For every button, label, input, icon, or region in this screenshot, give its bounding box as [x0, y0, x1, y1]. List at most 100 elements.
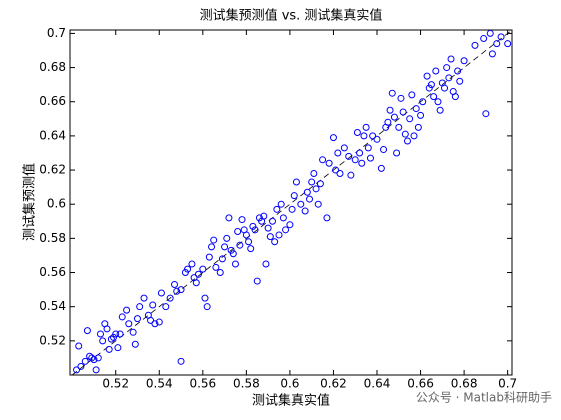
x-tick-label: 0.68	[451, 377, 478, 391]
point	[390, 113, 398, 121]
point	[504, 40, 512, 48]
point	[460, 57, 468, 65]
point	[264, 224, 272, 232]
point	[271, 238, 279, 246]
y-tick-label: 0.6	[47, 197, 66, 211]
plot-frame	[69, 29, 513, 376]
point	[157, 289, 165, 297]
point	[306, 195, 314, 203]
point	[301, 207, 309, 215]
point	[358, 159, 366, 167]
point	[77, 362, 85, 370]
point	[310, 169, 318, 177]
point	[356, 149, 364, 157]
point	[210, 236, 218, 244]
y-tick-label: 0.54	[39, 299, 66, 313]
point	[116, 330, 124, 338]
point	[81, 357, 89, 365]
x-tick-label: 0.66	[407, 377, 434, 391]
point	[303, 188, 311, 196]
point	[107, 335, 115, 343]
y-tick-label: 0.7	[47, 26, 66, 40]
point	[147, 316, 155, 324]
point	[227, 246, 235, 254]
y-tick-label: 0.58	[39, 231, 66, 245]
point	[430, 93, 438, 101]
point	[393, 149, 401, 157]
x-tick-label: 0.52	[102, 377, 129, 391]
point	[73, 366, 81, 374]
point	[105, 345, 113, 353]
point	[412, 105, 420, 113]
point	[425, 84, 433, 92]
point	[441, 84, 449, 92]
point	[434, 98, 442, 106]
point	[221, 243, 229, 251]
point	[314, 200, 322, 208]
point	[234, 228, 242, 236]
point	[123, 306, 131, 314]
point	[288, 205, 296, 213]
point	[262, 260, 270, 268]
point	[312, 185, 320, 193]
point	[129, 328, 137, 336]
point	[173, 287, 181, 295]
point	[251, 226, 259, 234]
point	[203, 303, 211, 311]
point	[432, 67, 440, 75]
point	[360, 132, 368, 140]
point	[155, 318, 163, 326]
point	[242, 231, 250, 239]
point	[140, 294, 148, 302]
x-tick-label: 0.7	[498, 377, 517, 391]
y-tick-label: 0.62	[39, 163, 66, 177]
point	[323, 214, 331, 222]
point	[218, 255, 226, 263]
y-tick-label: 0.68	[39, 60, 66, 74]
point	[384, 118, 392, 126]
point	[486, 29, 494, 37]
point	[456, 77, 464, 85]
point	[297, 200, 305, 208]
point	[395, 123, 403, 131]
x-tick-label: 0.62	[320, 377, 347, 391]
point	[482, 110, 490, 118]
point	[451, 93, 459, 101]
point	[347, 171, 355, 179]
reference-line	[71, 29, 513, 376]
point	[403, 137, 411, 145]
point	[253, 277, 261, 285]
point	[397, 94, 405, 102]
point	[308, 178, 316, 186]
point	[319, 156, 327, 164]
point	[447, 55, 455, 63]
point	[92, 366, 100, 374]
point	[325, 159, 333, 167]
point	[408, 91, 416, 99]
point	[292, 178, 300, 186]
point	[445, 74, 453, 82]
y-tick-label: 0.64	[39, 128, 66, 142]
x-tick-label: 0.58	[233, 377, 260, 391]
point	[184, 265, 192, 273]
x-axis-label: 测试集真实值	[252, 393, 330, 409]
point	[247, 245, 255, 253]
point	[99, 337, 107, 345]
point	[336, 169, 344, 177]
point	[436, 106, 444, 114]
point	[399, 108, 407, 116]
point	[471, 41, 479, 49]
point	[364, 144, 372, 152]
point	[118, 313, 126, 321]
point	[238, 216, 246, 224]
point	[236, 241, 244, 249]
point	[273, 205, 281, 213]
point	[480, 35, 488, 43]
y-tick-label: 0.52	[39, 333, 66, 347]
point	[151, 320, 159, 328]
point	[268, 217, 276, 225]
point	[377, 164, 385, 172]
x-tick-label: 0.6	[280, 377, 299, 391]
point	[177, 357, 185, 365]
